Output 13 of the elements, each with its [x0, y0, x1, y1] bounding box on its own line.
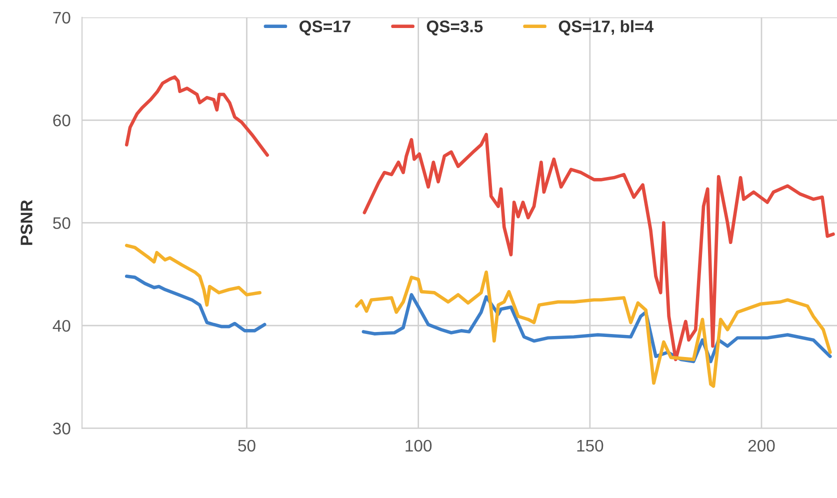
x-tick-label: 150: [577, 440, 604, 452]
x-tick-label: 200: [748, 440, 775, 452]
y-tick-label: 30: [53, 422, 70, 434]
y-tick-label: 70: [53, 12, 70, 24]
legend-label: QS=17, bl=4: [558, 20, 654, 36]
y-axis-title: PSNR: [20, 200, 32, 245]
y-tick-label: 60: [53, 114, 70, 126]
legend-label: QS=3.5: [426, 20, 483, 36]
y-tick-label: 50: [53, 217, 70, 230]
legend-label: QS=17: [299, 20, 350, 36]
x-tick-label: 100: [406, 440, 432, 452]
x-tick-label: 50: [238, 440, 256, 452]
y-tick-label: 40: [52, 320, 70, 332]
